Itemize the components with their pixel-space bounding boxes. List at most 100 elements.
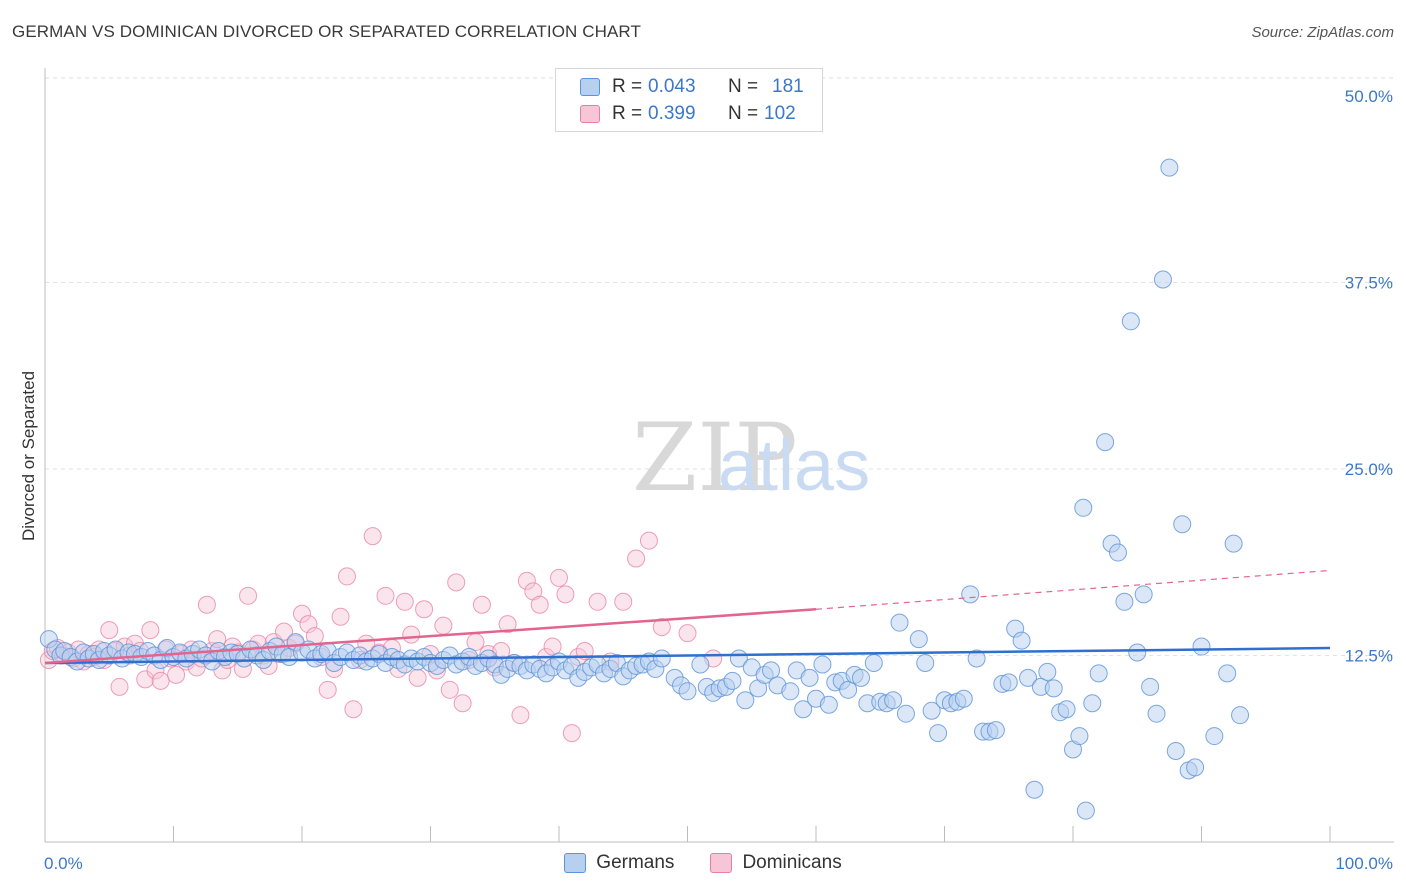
german-point (1025, 780, 1044, 799)
german-point (1160, 158, 1179, 177)
dominican-point (472, 595, 491, 614)
dominican-point (575, 642, 594, 661)
dominican-point (167, 665, 186, 684)
dominican-point (299, 615, 318, 634)
dominican-point (434, 616, 453, 635)
dominican-point (293, 604, 311, 623)
german-point (916, 653, 935, 672)
dominican-point (197, 595, 216, 614)
germans-label: Germans (596, 852, 675, 873)
dominican-point (530, 595, 549, 614)
germans-swatch (580, 78, 600, 96)
dominican-point (556, 585, 575, 604)
dominican-point (627, 549, 646, 568)
y-tick-label: 25.0% (1345, 460, 1393, 479)
german-point (1141, 677, 1160, 696)
dominican-point (318, 680, 337, 699)
dominican-point (136, 670, 155, 689)
source-label: Source: ZipAtlas.com (1251, 24, 1394, 41)
german-point (954, 689, 973, 708)
dominican-point (408, 668, 427, 687)
german-point (652, 649, 671, 668)
x-tick-label: 0.0% (44, 854, 83, 873)
german-point (762, 661, 781, 680)
dominican-point (110, 677, 129, 696)
y-tick-label: 50.0% (1345, 87, 1393, 106)
germans-swatch (564, 853, 587, 873)
germans-trend-line (44, 646, 1331, 665)
dominicans-label: Dominicans (742, 852, 842, 873)
german-point (864, 653, 883, 672)
german-point (1038, 662, 1057, 681)
german-point (1057, 700, 1076, 719)
german-point (909, 630, 928, 649)
german-point (1192, 637, 1211, 656)
german-point (839, 680, 858, 699)
x-tick-label: 100.0% (1335, 854, 1393, 873)
legend-item-dominicans: Dominicans (710, 852, 842, 874)
german-point (736, 691, 755, 710)
german-point (1166, 741, 1185, 760)
dominican-point (543, 637, 562, 656)
n-label: N = (728, 76, 759, 97)
dominican-point (517, 571, 536, 590)
trend-lines (44, 569, 1331, 665)
n-value: 181 (772, 76, 804, 97)
legend-item-germans: Germans (564, 852, 674, 874)
r-label: R = (612, 103, 643, 124)
dominican-point (376, 586, 395, 605)
german-point (1074, 498, 1093, 517)
german-point (922, 701, 941, 720)
german-point (851, 668, 870, 687)
german-point (1083, 694, 1102, 713)
german-point (800, 668, 819, 687)
german-point (1019, 668, 1038, 687)
watermark-atlas: atlas (718, 426, 870, 506)
n-label: N = (728, 103, 759, 124)
dominicans-swatch (580, 105, 600, 123)
chart-title: GERMAN VS DOMINICAN DIVORCED OR SEPARATE… (12, 22, 641, 41)
dominican-point (141, 621, 160, 640)
german-point (1012, 631, 1031, 650)
dominican-point (151, 671, 170, 690)
german-point (1218, 664, 1237, 683)
german-point (1224, 534, 1243, 553)
y-axis-label: Divorced or Separated (19, 371, 38, 541)
german-point (819, 695, 838, 714)
german-point (986, 721, 1005, 740)
dominican-point (447, 573, 466, 592)
dominican-point (652, 618, 671, 637)
grid-lines (45, 77, 1394, 656)
dominican-point (415, 600, 434, 619)
dominicans-swatch (710, 853, 733, 873)
german-points (39, 158, 1250, 820)
r-value: 0.399 (648, 103, 696, 124)
german-point (678, 682, 697, 701)
dominican-point (395, 592, 414, 611)
dominican-point (614, 592, 633, 611)
german-point (1115, 592, 1134, 611)
dominican-points (39, 527, 723, 743)
dominican-point (511, 706, 530, 725)
german-point (1076, 801, 1095, 820)
dominican-point (344, 700, 363, 719)
german-point (1231, 706, 1250, 725)
german-point (1044, 679, 1063, 698)
german-point (896, 704, 915, 723)
german-point (1108, 543, 1127, 562)
dominican-point (363, 527, 382, 546)
german-point (967, 649, 986, 668)
dominican-point (639, 531, 658, 550)
german-point (1153, 270, 1172, 289)
german-point (1173, 515, 1192, 534)
german-point (1128, 643, 1147, 662)
german-point (1121, 312, 1140, 331)
dominican-point (239, 586, 258, 605)
legend-row-dominicans: R = 0.399 N = 102 (580, 102, 796, 126)
german-point (794, 700, 813, 719)
dominican-point (562, 724, 581, 743)
german-point (929, 724, 948, 743)
dominican-point (550, 568, 568, 587)
german-point (890, 613, 909, 632)
